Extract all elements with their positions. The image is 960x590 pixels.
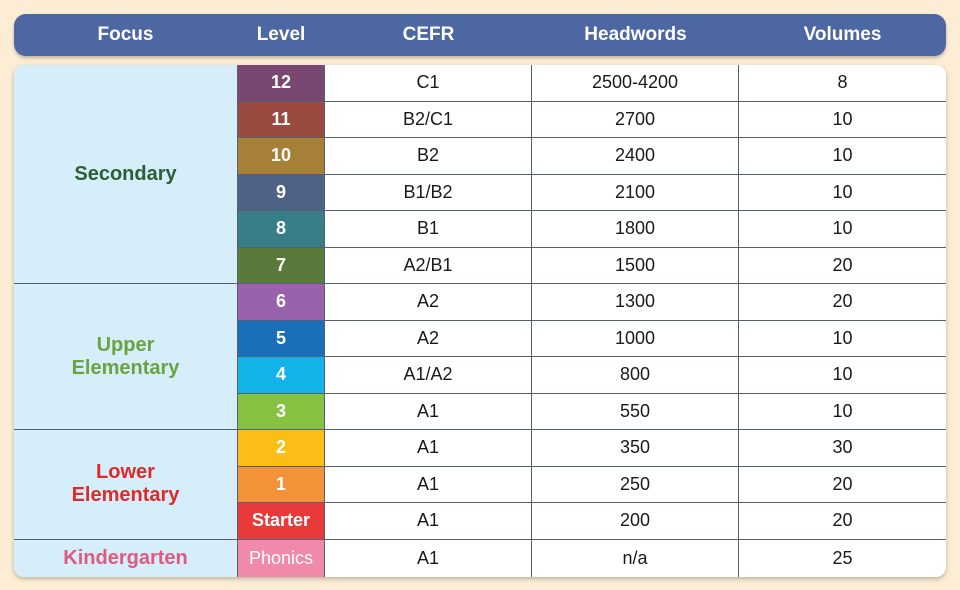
- volumes-cell: 20: [739, 467, 946, 503]
- level-cell: 8: [237, 211, 325, 248]
- cefr-cell: A1: [325, 503, 532, 540]
- level-cell: 7: [237, 247, 325, 284]
- levels-table: Secondary Upper Elementary Lower Element…: [14, 65, 946, 577]
- level-cell: Starter: [237, 503, 325, 540]
- headwords-cell: 1300: [532, 284, 739, 321]
- headwords-header: Headwords: [584, 24, 687, 45]
- table-row: 4 A1/A2 800 10: [237, 357, 946, 394]
- level-cell: 4: [237, 357, 325, 394]
- volumes-cell: 20: [739, 503, 946, 540]
- level-cell: Phonics: [237, 539, 325, 577]
- table-row: Starter A1 200 20: [237, 503, 946, 540]
- cefr-cell: B1: [325, 211, 532, 248]
- volumes-cell: 10: [739, 175, 946, 211]
- headwords-cell: 800: [532, 357, 739, 394]
- cefr-cell: B2/C1: [325, 101, 532, 138]
- volumes-cell: 10: [739, 357, 946, 394]
- table-row: 3 A1 550 10: [237, 393, 946, 430]
- volumes-cell: 10: [739, 138, 946, 175]
- level-cell: 2: [237, 430, 325, 467]
- cefr-cell: A1: [325, 539, 532, 577]
- volumes-cell: 25: [832, 547, 853, 568]
- table-row: 11 B2/C1 2700 10: [237, 101, 946, 138]
- focus-group-upper-elementary: Upper Elementary: [14, 284, 237, 430]
- headwords-cell: 200: [532, 503, 739, 540]
- cefr-cell: A2/B1: [325, 247, 532, 284]
- focus-header: Focus: [97, 24, 154, 45]
- focus-group-kindergarten: Kindergarten: [14, 539, 237, 577]
- focus-group-secondary: Secondary: [14, 65, 237, 284]
- table-row: 5 A2 1000 10: [237, 320, 946, 357]
- level-cell: 12: [237, 65, 325, 102]
- volumes-cell: 10: [739, 102, 946, 138]
- volumes-cell: 20: [739, 284, 946, 321]
- table-row: 6 A2 1300 20: [237, 284, 946, 321]
- level-cell: 5: [237, 320, 325, 357]
- cefr-cell: A1: [325, 393, 532, 430]
- headwords-cell: 1500: [532, 247, 739, 284]
- table-row: 1 A1 250 20: [237, 466, 946, 503]
- level-cell: 6: [237, 284, 325, 321]
- cefr-cell: B2: [325, 138, 532, 175]
- headwords-cell: 2400: [532, 138, 739, 175]
- table-row: 7 A2/B1 1500 20: [237, 247, 946, 284]
- level-cell: 11: [237, 101, 325, 138]
- headwords-cell: 250: [532, 466, 739, 503]
- level-cell: 10: [237, 138, 325, 175]
- cefr-cell: C1: [325, 65, 532, 102]
- level-cell: 3: [237, 393, 325, 430]
- headwords-cell: n/a: [532, 539, 739, 577]
- volumes-cell: 10: [739, 394, 946, 430]
- level-cell: 1: [237, 466, 325, 503]
- headwords-cell: 550: [532, 393, 739, 430]
- level-cell: 9: [237, 174, 325, 211]
- focus-group-lower-elementary: Lower Elementary: [14, 430, 237, 540]
- cefr-cell: A1: [325, 466, 532, 503]
- volumes-cell: 10: [739, 321, 946, 357]
- headwords-cell: 1000: [532, 320, 739, 357]
- volumes-cell: 10: [739, 211, 946, 248]
- headwords-cell: 2500-4200: [532, 65, 739, 102]
- headwords-cell: 1800: [532, 211, 739, 248]
- volumes-cell: 20: [739, 248, 946, 284]
- table-row: 9 B1/B2 2100 10: [237, 174, 946, 211]
- level-header: Level: [256, 24, 306, 45]
- volumes-cell: 30: [739, 430, 946, 467]
- table-row: 2 A1 350 30: [237, 430, 946, 467]
- cefr-header: CEFR: [402, 24, 455, 45]
- table-row: 12 C1 2500-4200 8: [237, 65, 946, 102]
- table-row: 10 B2 2400 10: [237, 138, 946, 175]
- cefr-cell: B1/B2: [325, 174, 532, 211]
- cefr-cell: A1: [325, 430, 532, 467]
- cefr-cell: A2: [325, 284, 532, 321]
- headwords-cell: 2100: [532, 174, 739, 211]
- headwords-cell: 350: [532, 430, 739, 467]
- table-row: 8 B1 1800 10: [237, 211, 946, 248]
- table-header: Focus Level CEFR Headwords Volumes: [14, 14, 946, 56]
- headwords-cell: 2700: [532, 101, 739, 138]
- cefr-cell: A2: [325, 320, 532, 357]
- volumes-header: Volumes: [803, 24, 882, 45]
- volumes-cell: 8: [739, 65, 946, 102]
- table-row: Phonics A1 n/a 25: [237, 539, 946, 577]
- cefr-cell: A1/A2: [325, 357, 532, 394]
